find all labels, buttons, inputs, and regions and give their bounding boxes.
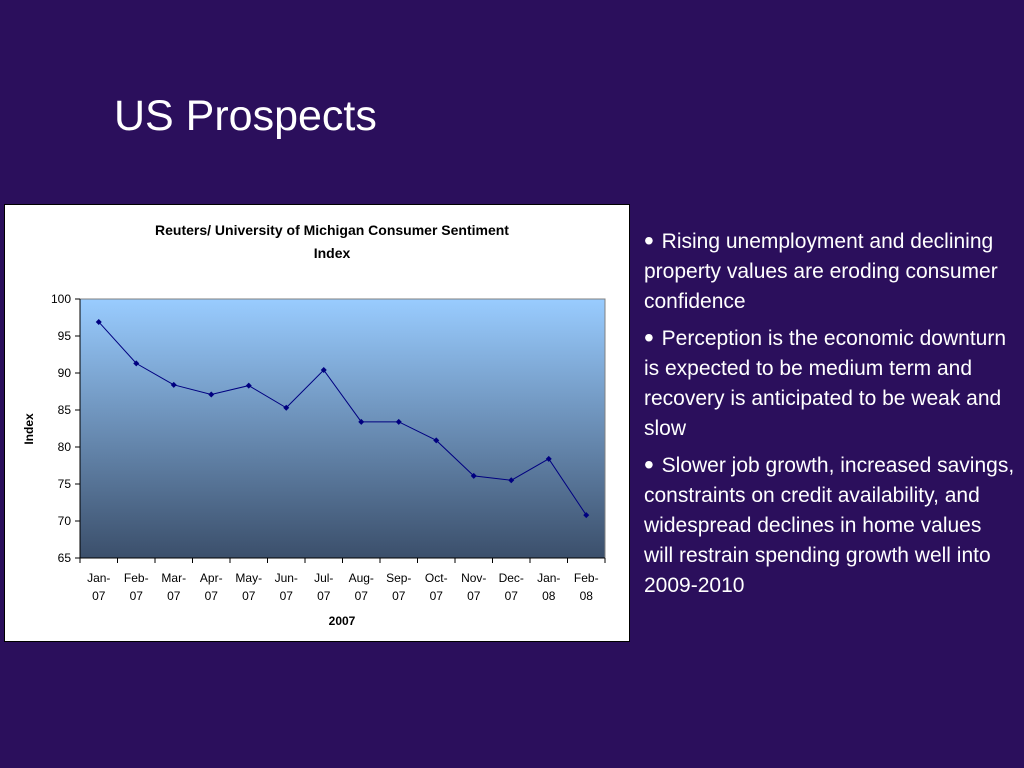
y-tick-label: 85: [58, 403, 72, 417]
data-point: [508, 477, 515, 484]
x-tick-label: Oct-: [425, 571, 448, 585]
data-point: [433, 437, 440, 444]
chart-title-line-2: Index: [314, 245, 351, 261]
x-tick-label: 07: [280, 589, 294, 603]
series-line: [98, 321, 587, 516]
x-tick-label: Apr-: [200, 571, 223, 585]
x-tick-label: Jan-: [537, 571, 560, 585]
bullet-dot-icon: •: [644, 322, 654, 353]
data-point: [583, 512, 590, 519]
chart-title-line-1: Reuters/ University of Michigan Consumer…: [155, 222, 509, 238]
x-tick-label: 07: [130, 589, 144, 603]
x-tick-label: 07: [505, 589, 519, 603]
data-point: [283, 404, 290, 411]
data-point: [95, 318, 102, 325]
data-point: [358, 418, 365, 425]
data-point: [395, 418, 402, 425]
x-tick-label: Jun-: [275, 571, 298, 585]
bullet-dot-icon: •: [644, 225, 654, 256]
x-tick-label: 07: [317, 589, 331, 603]
y-tick-label: 70: [58, 514, 72, 528]
x-tick-label: 07: [355, 589, 369, 603]
x-tick-label: Sep-: [386, 571, 411, 585]
bullet-text: Slower job growth, increased savings, co…: [644, 454, 1015, 597]
bullet-text: Rising unemployment and declining proper…: [644, 230, 998, 313]
bullet-list: • Rising unemployment and declining prop…: [644, 226, 1016, 607]
data-point: [245, 382, 252, 389]
y-tick-label: 80: [58, 440, 72, 454]
data-point: [170, 381, 177, 388]
x-tick-label: Feb-: [574, 571, 599, 585]
x-tick-label: 07: [392, 589, 406, 603]
y-tick-label: 90: [58, 366, 72, 380]
x-tick-label: Nov-: [461, 571, 486, 585]
x-tick-label: Dec-: [499, 571, 524, 585]
x-tick-label: Mar-: [161, 571, 186, 585]
y-tick-label: 65: [58, 551, 72, 565]
bullet-text: Perception is the economic downturn is e…: [644, 327, 1007, 440]
x-tick-label: 08: [542, 589, 556, 603]
y-tick-label: 100: [51, 292, 71, 306]
x-tick-label: May-: [235, 571, 262, 585]
y-tick-label: 75: [58, 477, 72, 491]
plot-area: [79, 298, 606, 559]
x-tick-label: Jan-: [87, 571, 110, 585]
chart-container: Reuters/ University of Michigan Consumer…: [4, 204, 630, 642]
x-tick-label: 07: [467, 589, 481, 603]
bullet-item: • Perception is the economic downturn is…: [644, 323, 1016, 444]
bullet-item: • Slower job growth, increased savings, …: [644, 450, 1016, 601]
line-chart: Reuters/ University of Michigan Consumer…: [22, 222, 606, 628]
data-point: [208, 391, 215, 398]
x-tick-label: 07: [430, 589, 444, 603]
x-tick-label: 07: [205, 589, 219, 603]
x-tick-label: Feb-: [124, 571, 149, 585]
data-point: [320, 367, 327, 374]
x-tick-label: Jul-: [314, 571, 333, 585]
x-tick-label: 07: [242, 589, 256, 603]
x-tick-label: Aug-: [349, 571, 374, 585]
x-axis-label: 2007: [329, 614, 356, 628]
x-tick-label: 07: [92, 589, 106, 603]
data-point: [133, 360, 140, 367]
y-axis-label: Index: [22, 413, 36, 445]
data-point: [545, 455, 552, 462]
x-tick-label: 08: [580, 589, 594, 603]
slide-title: US Prospects: [114, 92, 377, 140]
data-point: [470, 472, 477, 479]
x-tick-label: 07: [167, 589, 181, 603]
y-tick-label: 95: [58, 329, 72, 343]
bullet-item: • Rising unemployment and declining prop…: [644, 226, 1016, 317]
bullet-dot-icon: •: [644, 449, 654, 480]
